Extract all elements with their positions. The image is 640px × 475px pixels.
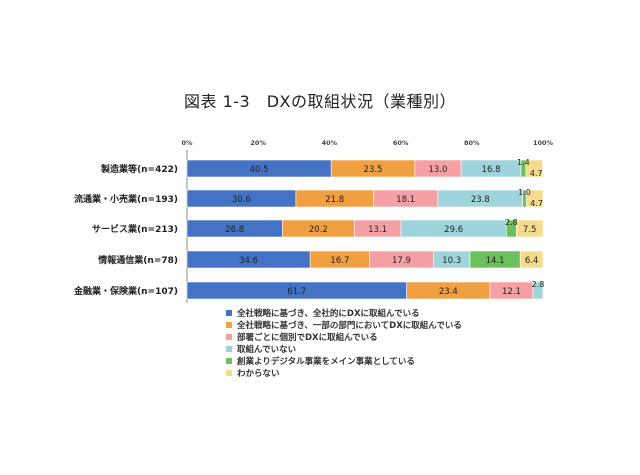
bar-segment xyxy=(515,219,544,238)
legend-item: 部署ごとに個別でDXに取組んでいる xyxy=(226,331,462,343)
bar-segment xyxy=(525,189,544,208)
bar-segment xyxy=(525,159,543,178)
x-tick-label: 40% xyxy=(322,139,338,147)
legend-item: 創業よりデジタル事業をメイン事業としている xyxy=(226,355,462,367)
legend-swatch xyxy=(226,334,232,340)
data-label: 12.1 xyxy=(502,287,521,297)
legend-swatch xyxy=(226,310,232,316)
legend-item: わからない xyxy=(226,367,462,379)
data-label: 16.8 xyxy=(482,165,501,175)
data-label: 18.1 xyxy=(396,195,415,205)
data-label: 17.9 xyxy=(392,256,411,266)
data-label: 10.3 xyxy=(442,256,461,266)
category-label: 情報通信業(n=78) xyxy=(97,254,178,266)
legend-swatch xyxy=(226,358,232,364)
legend-swatch xyxy=(226,322,232,328)
x-tick-label: 0% xyxy=(181,139,193,147)
data-label: 23.4 xyxy=(439,287,458,297)
data-label: 21.8 xyxy=(325,195,344,205)
data-label: 20.2 xyxy=(309,225,328,235)
x-tick-label: 80% xyxy=(464,139,480,147)
legend-swatch xyxy=(226,346,232,352)
chart-legend: 全社戦略に基づき、全社的にDXに取組んでいる全社戦略に基づき、一部の部門において… xyxy=(226,307,462,379)
x-tick-label: 20% xyxy=(250,139,266,147)
data-label: 13.0 xyxy=(429,165,448,175)
data-label: 30.6 xyxy=(232,195,251,205)
data-label: 1.0 xyxy=(518,188,531,197)
bar-segment xyxy=(519,250,544,269)
category-label: 製造業等(n=422) xyxy=(100,163,178,175)
category-label: サービス業(n=213) xyxy=(92,223,178,235)
x-tick-label: 60% xyxy=(393,139,409,147)
legend-label: 全社戦略に基づき、一部の部門においてDXに取組んでいる xyxy=(237,321,462,331)
data-label: 14.1 xyxy=(486,256,505,266)
legend-label: 全社戦略に基づき、全社的にDXに取組んでいる xyxy=(237,309,420,319)
data-label: 2.8 xyxy=(532,280,545,289)
data-label: 7.5 xyxy=(523,225,537,235)
legend-swatch xyxy=(226,370,232,376)
data-label: 34.6 xyxy=(239,256,258,266)
data-label: 23.8 xyxy=(471,195,490,205)
data-label: 23.5 xyxy=(364,165,383,175)
x-tick-label: 100% xyxy=(533,139,554,147)
data-label: 61.7 xyxy=(287,287,306,297)
legend-label: わからない xyxy=(237,369,280,379)
data-label: 1.4 xyxy=(517,158,530,167)
data-label: 4.7 xyxy=(530,199,543,208)
chart-title: 図表 1-3 DXの取組状況（業種別） xyxy=(183,92,456,111)
category-label: 金融業・保険業(n=107) xyxy=(73,285,178,297)
data-label: 2.8 xyxy=(505,218,518,227)
data-label: 13.1 xyxy=(368,225,387,235)
data-label: 6.4 xyxy=(525,256,539,266)
legend-label: 取組んでいない xyxy=(237,345,297,355)
data-label: 29.6 xyxy=(444,225,463,235)
legend-label: 創業よりデジタル事業をメイン事業としている xyxy=(237,357,415,367)
legend-item: 全社戦略に基づき、一部の部門においてDXに取組んでいる xyxy=(226,319,462,331)
data-label: 16.7 xyxy=(330,256,349,266)
data-label: 26.8 xyxy=(225,225,244,235)
bar-segment xyxy=(532,281,544,300)
legend-item: 全社戦略に基づき、全社的にDXに取組んでいる xyxy=(226,307,462,319)
data-label: 40.5 xyxy=(250,165,269,175)
category-label: 流通業・小売業(n=193) xyxy=(74,193,178,205)
data-label: 4.7 xyxy=(530,169,543,178)
legend-item: 取組んでいない xyxy=(226,343,462,355)
legend-label: 部署ごとに個別でDXに取組んでいる xyxy=(237,333,378,343)
